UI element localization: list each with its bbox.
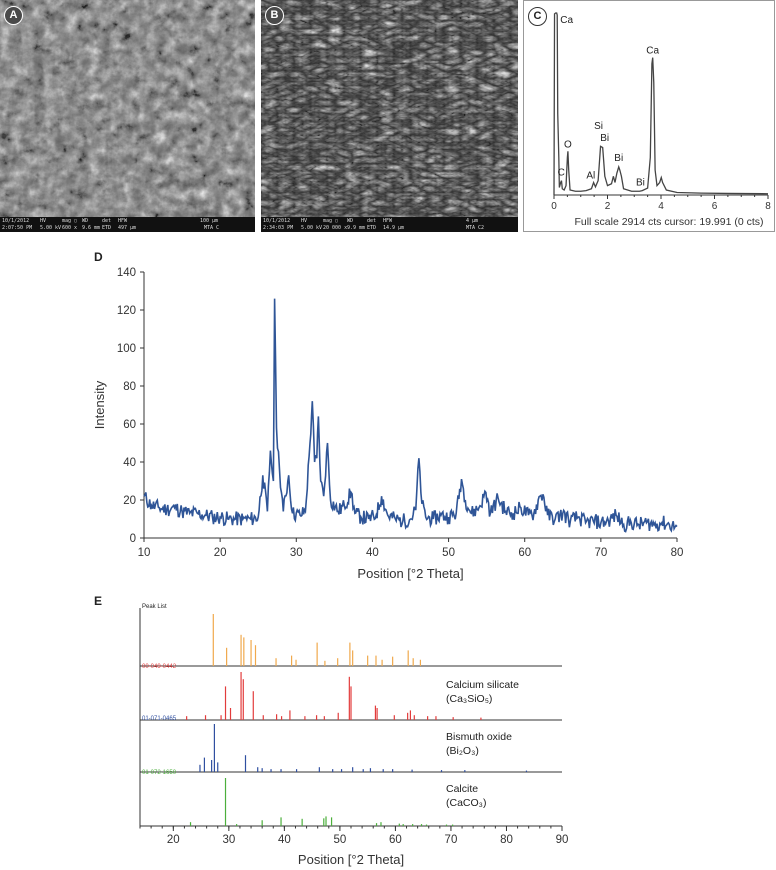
- sem-b-date: 10/1/2012: [263, 218, 291, 224]
- sem-b-hv-label: HV: [301, 218, 308, 224]
- sem-image-a: A 10/1/2012 2:07:50 PM HV 5.00 kV mag ▢ …: [0, 0, 255, 232]
- sem-b-hv: 5.00 kV: [301, 225, 323, 231]
- sem-a-footer: 10/1/2012 2:07:50 PM HV 5.00 kV mag ▢ 60…: [0, 217, 255, 232]
- sem-a-wd: 9.6 mm: [82, 225, 101, 231]
- eds-caption: Full scale 2914 cts cursor: 19.991 (0 ct…: [574, 216, 763, 228]
- sem-b-mag-label: mag ▢: [323, 218, 339, 224]
- panel-b-badge: B: [265, 6, 284, 25]
- y-tick-label: 0: [130, 533, 136, 545]
- x-tick-label: 50: [442, 547, 455, 559]
- eds-peak-label: O: [564, 139, 572, 150]
- y-tick-label: 60: [123, 419, 136, 431]
- eds-peak-label: Bi: [636, 177, 645, 188]
- sem-a-mag: 600 x: [62, 225, 78, 231]
- eds-panel-c: C 0 2 4 6 8 Ca C O Al Si Bi Bi Bi Ca Full scale 2914 c…: [523, 0, 775, 232]
- sem-a-wd-label: WD: [82, 218, 89, 224]
- x-tick-label: 50: [333, 834, 346, 846]
- sem-a-hv: 5.00 kV: [40, 225, 62, 231]
- x-tick-label: 6: [712, 201, 718, 212]
- x-tick-label: 80: [500, 834, 513, 846]
- pattern-name: 01-072-1650: [142, 770, 177, 776]
- x-tick-label: 20: [167, 834, 180, 846]
- panel-a-badge: A: [4, 6, 23, 25]
- xrd-series-line: [143, 298, 678, 533]
- sem-b-time: 2:34:03 PM: [263, 225, 294, 231]
- y-tick-label: 100: [117, 343, 136, 355]
- sem-a-hv-label: HV: [40, 218, 47, 224]
- eds-peak-label: Bi: [600, 133, 609, 144]
- pattern-annotation-name: Calcium silicate: [446, 679, 519, 691]
- sem-b-sample: MTA C2: [466, 225, 485, 231]
- pattern-name: Peak List: [142, 604, 167, 610]
- x-tick-label: 70: [594, 547, 607, 559]
- sem-a-det: ETD: [102, 225, 112, 231]
- x-tick-label: 40: [366, 547, 379, 559]
- sem-a-det-label: det: [102, 218, 112, 224]
- x-tick-label: 40: [278, 834, 291, 846]
- x-tick-label: 2: [605, 201, 611, 212]
- sem-b-det-label: det: [367, 218, 377, 224]
- panel-d-letter: D: [94, 250, 103, 264]
- sem-a-date: 10/1/2012: [2, 218, 30, 224]
- x-tick-label: 0: [551, 201, 557, 212]
- sem-texture-b: [261, 0, 518, 217]
- sem-b-scale: 4 μm: [466, 218, 479, 224]
- eds-peak-label: Ca: [646, 46, 659, 57]
- y-tick-label: 40: [123, 457, 136, 469]
- y-tick-label: 20: [123, 495, 136, 507]
- pattern-annotation-formula: (Bi₂O₃): [446, 745, 479, 757]
- x-tick-label: 30: [290, 547, 303, 559]
- sem-b-footer: 10/1/2012 2:34:03 PM HV 5.00 kV mag ▢ 20…: [261, 217, 518, 232]
- sem-b-wd-label: WD: [347, 218, 354, 224]
- panel-e-letter: E: [94, 594, 103, 608]
- x-tick-label: 8: [765, 201, 771, 212]
- xrd-pattern-chart: 0 20 40 60 80 100 120 140 10 20 30 40 50 60 70 80 Positi…: [92, 267, 684, 581]
- sem-b-det: ETD: [367, 225, 377, 231]
- sem-b-mag: 20 000 x: [323, 225, 348, 231]
- sem-texture-a: [0, 0, 255, 217]
- sem-b-hfw: 14.9 μm: [383, 225, 405, 231]
- pattern-annotation-name: Calcite: [446, 783, 478, 795]
- x-tick-label: 30: [222, 834, 235, 846]
- panel-c-badge: C: [528, 7, 547, 26]
- eds-spectrum-line: [553, 12, 769, 196]
- y-axis-title: Intensity: [92, 380, 107, 429]
- x-tick-label: 4: [658, 201, 664, 212]
- sem-b-wd: 9.9 mm: [347, 225, 366, 231]
- x-tick-label: 90: [556, 834, 569, 846]
- pattern-annotation-formula: (CaCO₃): [446, 797, 486, 809]
- sem-a-mag-label: mag ▢: [62, 218, 78, 224]
- pattern-annotation-formula: (Ca₃SiO₅): [446, 693, 492, 705]
- sem-a-scale: 100 μm: [200, 218, 219, 224]
- x-axis-title: Position [°2 Theta]: [298, 852, 404, 867]
- eds-peak-label: Al: [586, 171, 595, 182]
- sem-b-hfw-label: HFW: [383, 218, 393, 224]
- y-tick-label: 140: [117, 267, 136, 279]
- x-tick-label: 80: [671, 547, 684, 559]
- sem-a-sample: MTA C: [204, 225, 220, 231]
- reference-patterns-chart: Peak List 00-049-0442 01-071-0465 01-072-16…: [139, 604, 569, 867]
- pattern-annotation-name: Bismuth oxide: [446, 731, 512, 743]
- x-tick-label: 70: [445, 834, 458, 846]
- eds-peak-label: C: [558, 167, 565, 178]
- sem-a-hfw: 497 μm: [118, 225, 137, 231]
- x-tick-label: 60: [518, 547, 531, 559]
- sem-image-b: B 10/1/2012 2:34:03 PM HV 5.00 kV mag ▢ …: [261, 0, 518, 232]
- x-tick-label: 60: [389, 834, 402, 846]
- sem-a-hfw-label: HFW: [118, 218, 128, 224]
- sem-a-time: 2:07:50 PM: [2, 225, 33, 231]
- y-tick-label: 80: [123, 381, 136, 393]
- x-tick-label: 10: [138, 547, 151, 559]
- eds-peak-label: Si: [594, 121, 603, 132]
- x-tick-label: 20: [214, 547, 227, 559]
- x-axis-title: Position [°2 Theta]: [357, 566, 463, 581]
- pattern-name: 01-071-0465: [142, 716, 177, 722]
- pattern-name: 00-049-0442: [142, 664, 177, 670]
- eds-peak-label: Bi: [614, 153, 623, 164]
- y-tick-label: 120: [117, 305, 136, 317]
- eds-peak-label: Ca: [560, 15, 573, 26]
